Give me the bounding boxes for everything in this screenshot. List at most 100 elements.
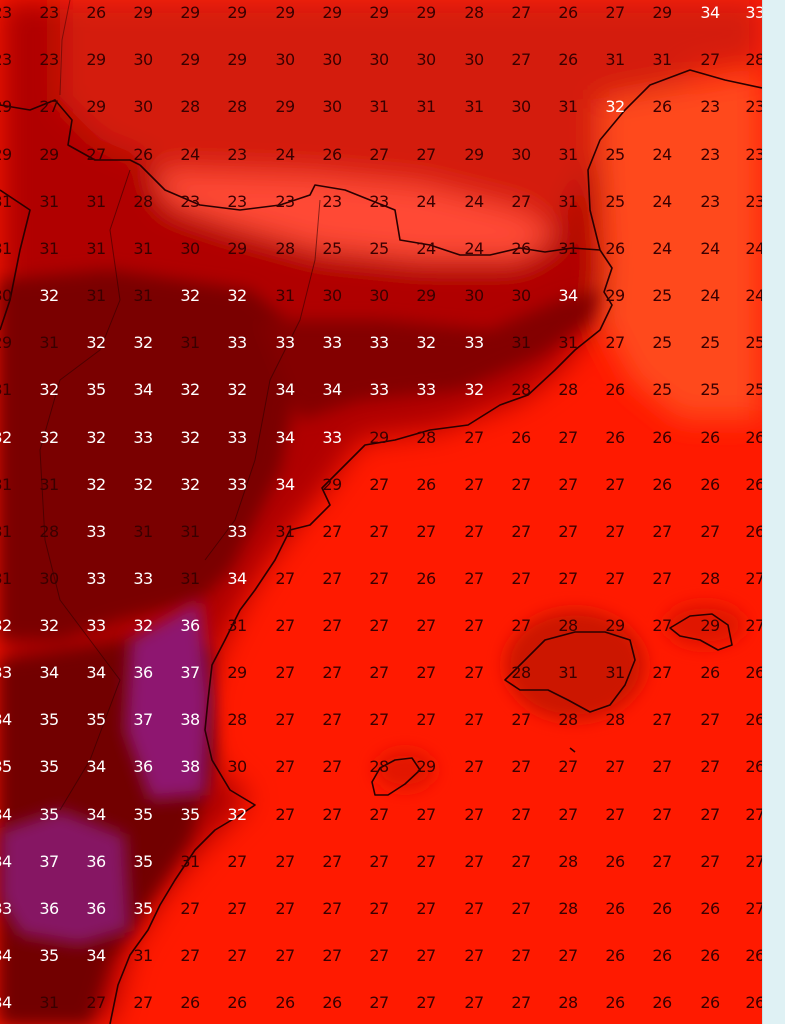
temperature-value: 31 bbox=[0, 522, 12, 541]
temperature-value: 23 bbox=[700, 192, 720, 211]
temperature-value: 31 bbox=[180, 569, 200, 588]
temperature-value: 35 bbox=[133, 899, 153, 918]
temperature-value: 27 bbox=[322, 710, 342, 729]
temperature-value: 26 bbox=[605, 899, 625, 918]
temperature-value: 34 bbox=[558, 286, 578, 305]
temperature-value: 23 bbox=[180, 192, 200, 211]
temperature-value: 27 bbox=[369, 805, 389, 824]
temperature-value: 31 bbox=[605, 663, 625, 682]
temperature-value: 27 bbox=[652, 616, 672, 635]
temperature-value: 27 bbox=[511, 192, 531, 211]
temperature-value: 29 bbox=[605, 286, 625, 305]
temperature-value: 24 bbox=[652, 239, 672, 258]
temperature-value: 24 bbox=[464, 239, 484, 258]
temperature-value: 26 bbox=[700, 475, 720, 494]
temperature-value: 26 bbox=[745, 428, 762, 447]
temperature-value: 27 bbox=[558, 522, 578, 541]
temperature-value: 34 bbox=[133, 380, 153, 399]
temperature-value: 27 bbox=[369, 663, 389, 682]
temperature-value: 28 bbox=[369, 757, 389, 776]
temperature-value: 29 bbox=[275, 3, 295, 22]
temperature-value: 24 bbox=[464, 192, 484, 211]
temperature-value: 27 bbox=[558, 946, 578, 965]
temperature-value: 37 bbox=[180, 663, 200, 682]
temperature-value: 27 bbox=[511, 899, 531, 918]
temperature-value: 27 bbox=[464, 899, 484, 918]
temperature-value: 28 bbox=[227, 97, 247, 116]
temperature-value: 27 bbox=[275, 710, 295, 729]
temperature-value: 27 bbox=[700, 805, 720, 824]
temperature-value: 32 bbox=[86, 333, 106, 352]
temperature-value: 23 bbox=[322, 192, 342, 211]
temperature-value: 29 bbox=[605, 616, 625, 635]
temperature-value: 27 bbox=[652, 852, 672, 871]
temperature-value: 32 bbox=[39, 380, 59, 399]
temperature-value: 34 bbox=[86, 663, 106, 682]
temperature-value: 28 bbox=[558, 380, 578, 399]
ibiza-halo bbox=[375, 750, 435, 790]
temperature-value: 26 bbox=[745, 522, 762, 541]
temperature-value: 27 bbox=[416, 852, 436, 871]
temperature-value: 31 bbox=[39, 239, 59, 258]
temperature-value: 27 bbox=[275, 616, 295, 635]
temperature-value: 31 bbox=[227, 616, 247, 635]
temperature-value: 27 bbox=[275, 757, 295, 776]
temperature-value: 28 bbox=[558, 993, 578, 1012]
temperature-value: 27 bbox=[511, 3, 531, 22]
temperature-value: 31 bbox=[86, 192, 106, 211]
temperature-value: 32 bbox=[133, 616, 153, 635]
temperature-value: 30 bbox=[511, 97, 531, 116]
internal-region-line-3 bbox=[59, 0, 71, 96]
temperature-value: 27 bbox=[227, 852, 247, 871]
temperature-value: 27 bbox=[369, 946, 389, 965]
temperature-value: 27 bbox=[464, 663, 484, 682]
temperature-value: 25 bbox=[322, 239, 342, 258]
temperature-value: 27 bbox=[745, 899, 762, 918]
temperature-value: 27 bbox=[700, 522, 720, 541]
temperature-value: 27 bbox=[558, 805, 578, 824]
temperature-value: 23 bbox=[745, 145, 762, 164]
temperature-value: 27 bbox=[416, 993, 436, 1012]
temperature-value: 32 bbox=[133, 333, 153, 352]
pyrenees-band bbox=[150, 170, 560, 260]
temperature-value: 26 bbox=[322, 145, 342, 164]
temperature-value: 32 bbox=[180, 475, 200, 494]
temperature-value: 26 bbox=[652, 993, 672, 1012]
temperature-value: 29 bbox=[464, 145, 484, 164]
temperature-value: 28 bbox=[39, 522, 59, 541]
temperature-value: 31 bbox=[39, 333, 59, 352]
temperature-value: 29 bbox=[416, 3, 436, 22]
very-hot-ne bbox=[260, 290, 600, 420]
internal-region-line-2 bbox=[204, 199, 321, 561]
temperature-value: 37 bbox=[133, 710, 153, 729]
temperature-value: 29 bbox=[39, 145, 59, 164]
northwest-coastline bbox=[0, 99, 141, 166]
temperature-value: 27 bbox=[322, 616, 342, 635]
temperature-value: 34 bbox=[0, 852, 12, 871]
temperature-value: 31 bbox=[511, 333, 531, 352]
temperature-value: 30 bbox=[464, 50, 484, 69]
temperature-value: 29 bbox=[416, 286, 436, 305]
temperature-value: 28 bbox=[745, 50, 762, 69]
temperature-value: 26 bbox=[605, 946, 625, 965]
temperature-value: 24 bbox=[275, 145, 295, 164]
temperature-value: 29 bbox=[227, 50, 247, 69]
temperature-value: 30 bbox=[322, 50, 342, 69]
temperature-value: 25 bbox=[652, 333, 672, 352]
france-coastline bbox=[587, 69, 762, 251]
temperature-value: 26 bbox=[745, 710, 762, 729]
temperature-value: 26 bbox=[416, 475, 436, 494]
temperature-value: 26 bbox=[275, 993, 295, 1012]
temperature-value: 25 bbox=[652, 380, 672, 399]
temperature-value: 27 bbox=[369, 522, 389, 541]
temperature-value: 30 bbox=[322, 286, 342, 305]
temperature-value: 29 bbox=[86, 50, 106, 69]
temperature-value: 36 bbox=[133, 757, 153, 776]
temperature-value: 27 bbox=[652, 522, 672, 541]
temperature-value: 33 bbox=[275, 333, 295, 352]
temperature-value: 26 bbox=[700, 428, 720, 447]
temperature-value: 27 bbox=[416, 899, 436, 918]
temperature-value: 32 bbox=[180, 428, 200, 447]
temperature-value: 29 bbox=[700, 616, 720, 635]
temperature-value: 27 bbox=[369, 899, 389, 918]
